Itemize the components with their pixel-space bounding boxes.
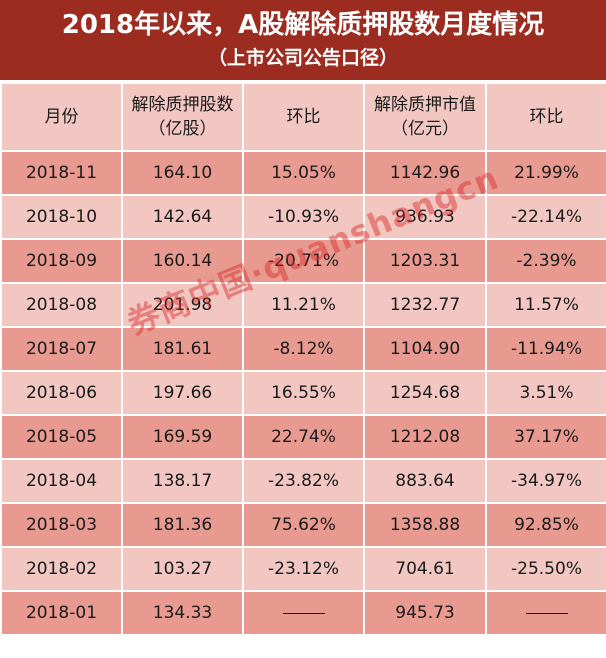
cell-month: 2018-03 [0, 502, 123, 548]
cell-month: 2018-02 [0, 546, 123, 592]
cell-shares-mom: -10.93% [242, 194, 365, 240]
cell-shares-mom: 22.74% [242, 414, 365, 460]
header-shares-mom: 环比 [242, 82, 365, 152]
cell-value-mom: -25.50% [485, 546, 606, 592]
cell-value: 1254.68 [363, 370, 487, 416]
cell-shares: 164.10 [121, 150, 244, 196]
cell-value-mom [485, 590, 606, 636]
cell-value: 704.61 [363, 546, 487, 592]
header-label: 解除质押市值 [374, 95, 476, 115]
page-subtitle: （上市公司公告口径） [207, 47, 398, 69]
header-label: 解除质押股数 [131, 95, 234, 115]
cell-shares-mom: -20.71% [242, 238, 365, 284]
header-label: 环比 [529, 107, 564, 127]
cell-value: 1142.96 [363, 150, 487, 196]
header-value: 解除质押市值 （亿元） [363, 82, 487, 152]
cell-shares: 134.33 [121, 590, 244, 636]
cell-month: 2018-08 [0, 282, 123, 328]
cell-shares: 142.64 [121, 194, 244, 240]
cell-shares-mom: 11.21% [242, 282, 365, 328]
table-row: 2018-02 103.27 -23.12% 704.61 -25.50% [0, 546, 606, 592]
pledge-release-table: 月份 解除质押股数 （亿股） 环比 解除质押市值 （亿元） 环比 2018-11 16… [0, 82, 606, 636]
cell-value: 936.93 [363, 194, 487, 240]
cell-shares: 181.61 [121, 326, 244, 372]
cell-value: 1212.08 [363, 414, 487, 460]
table-row: 2018-05 169.59 22.74% 1212.08 37.17% [0, 414, 606, 460]
cell-shares-mom [242, 590, 365, 636]
cell-shares: 103.27 [121, 546, 244, 592]
table-row: 2018-01 134.33 945.73 [0, 590, 606, 636]
table-row: 2018-08 201.98 11.21% 1232.77 11.57% [0, 282, 606, 328]
cell-month: 2018-01 [0, 590, 123, 636]
cell-month: 2018-09 [0, 238, 123, 284]
cell-value: 883.64 [363, 458, 487, 504]
cell-value-mom: 21.99% [485, 150, 606, 196]
table-row: 2018-04 138.17 -23.82% 883.64 -34.97% [0, 458, 606, 504]
page-title: 2018年以来，A股解除质押股数月度情况 [61, 10, 545, 40]
cell-value: 945.73 [363, 590, 487, 636]
cell-shares-mom: 16.55% [242, 370, 365, 416]
cell-value: 1203.31 [363, 238, 487, 284]
cell-shares-mom: 15.05% [242, 150, 365, 196]
cell-shares: 181.36 [121, 502, 244, 548]
table-row: 2018-09 160.14 -20.71% 1203.31 -2.39% [0, 238, 606, 284]
cell-shares: 160.14 [121, 238, 244, 284]
cell-value-mom: 92.85% [485, 502, 606, 548]
cell-value-mom: -34.97% [485, 458, 606, 504]
cell-value: 1232.77 [363, 282, 487, 328]
cell-value-mom: -22.14% [485, 194, 606, 240]
table-row: 2018-07 181.61 -8.12% 1104.90 -11.94% [0, 326, 606, 372]
cell-value-mom: 3.51% [485, 370, 606, 416]
table-row: 2018-03 181.36 75.62% 1358.88 92.85% [0, 502, 606, 548]
header-label: 环比 [286, 107, 321, 127]
cell-shares-mom: -23.82% [242, 458, 365, 504]
table-row: 2018-06 197.66 16.55% 1254.68 3.51% [0, 370, 606, 416]
cell-shares: 138.17 [121, 458, 244, 504]
cell-month: 2018-11 [0, 150, 123, 196]
header-label: 月份 [44, 107, 79, 127]
cell-value-mom: 37.17% [485, 414, 606, 460]
cell-value: 1104.90 [363, 326, 487, 372]
dash-placeholder [525, 612, 568, 614]
cell-value-mom: -11.94% [485, 326, 606, 372]
header-shares: 解除质押股数 （亿股） [121, 82, 244, 152]
cell-value: 1358.88 [363, 502, 487, 548]
table-row: 2018-11 164.10 15.05% 1142.96 21.99% [0, 150, 606, 196]
title-banner: 2018年以来，A股解除质押股数月度情况 （上市公司公告口径） [0, 0, 606, 80]
cell-shares-mom: -23.12% [242, 546, 365, 592]
cell-shares-mom: -8.12% [242, 326, 365, 372]
cell-month: 2018-05 [0, 414, 123, 460]
header-value-mom: 环比 [485, 82, 606, 152]
header-unit: （亿元） [391, 119, 459, 139]
table-row: 2018-10 142.64 -10.93% 936.93 -22.14% [0, 194, 606, 240]
cell-shares-mom: 75.62% [242, 502, 365, 548]
cell-month: 2018-07 [0, 326, 123, 372]
cell-shares: 201.98 [121, 282, 244, 328]
cell-month: 2018-10 [0, 194, 123, 240]
cell-month: 2018-04 [0, 458, 123, 504]
cell-month: 2018-06 [0, 370, 123, 416]
dash-placeholder [282, 612, 325, 614]
header-month: 月份 [0, 82, 123, 152]
cell-shares: 197.66 [121, 370, 244, 416]
header-unit: （亿股） [148, 119, 217, 139]
table-header-row: 月份 解除质押股数 （亿股） 环比 解除质押市值 （亿元） 环比 [0, 82, 606, 152]
cell-value-mom: 11.57% [485, 282, 606, 328]
cell-shares: 169.59 [121, 414, 244, 460]
cell-value-mom: -2.39% [485, 238, 606, 284]
